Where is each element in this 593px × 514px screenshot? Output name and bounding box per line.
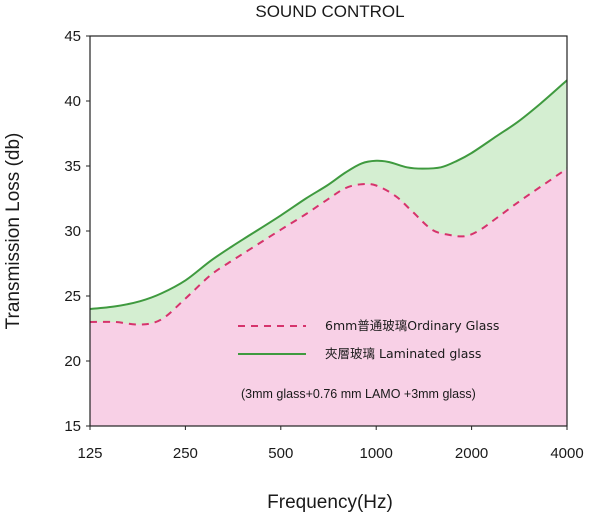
x-axis-ticks: 125 250 500 1000 2000 4000 (77, 426, 584, 462)
x-tick-label: 125 (77, 445, 102, 462)
y-tick-label: 40 (64, 93, 81, 110)
x-axis-label: Frequency(Hz) (267, 492, 393, 513)
y-tick-label: 35 (64, 158, 81, 175)
y-tick-label: 45 (64, 28, 81, 45)
legend: 6mm普通玻璃Ordinary Glass 夾層玻璃 Laminated gla… (238, 318, 499, 361)
y-tick-label: 30 (64, 223, 81, 240)
glass-composition-note: (3mm glass+0.76 mm LAMO +3mm glass) (241, 387, 476, 401)
chart-lines (89, 79, 568, 326)
chart-areas (90, 80, 567, 426)
legend-label-laminated-glass: 夾層玻璃 Laminated glass (325, 346, 481, 361)
series-line-laminated-glass (89, 79, 568, 310)
x-tick-label: 500 (268, 445, 293, 462)
legend-label-ordinary-glass: 6mm普通玻璃Ordinary Glass (325, 318, 499, 333)
x-tick-label: 250 (173, 445, 198, 462)
x-tick-label: 4000 (550, 445, 583, 462)
x-tick-label: 1000 (360, 445, 393, 462)
chart-title: SOUND CONTROL (255, 2, 404, 21)
y-axis-label: Transmission Loss (db) (3, 133, 24, 330)
y-tick-label: 20 (64, 353, 81, 370)
y-tick-label: 25 (64, 288, 81, 305)
y-axis-ticks: 15 20 25 30 35 40 45 (64, 28, 90, 435)
x-tick-label: 2000 (455, 445, 488, 462)
area-ordinary-glass (90, 168, 567, 426)
y-tick-label: 15 (64, 418, 81, 435)
